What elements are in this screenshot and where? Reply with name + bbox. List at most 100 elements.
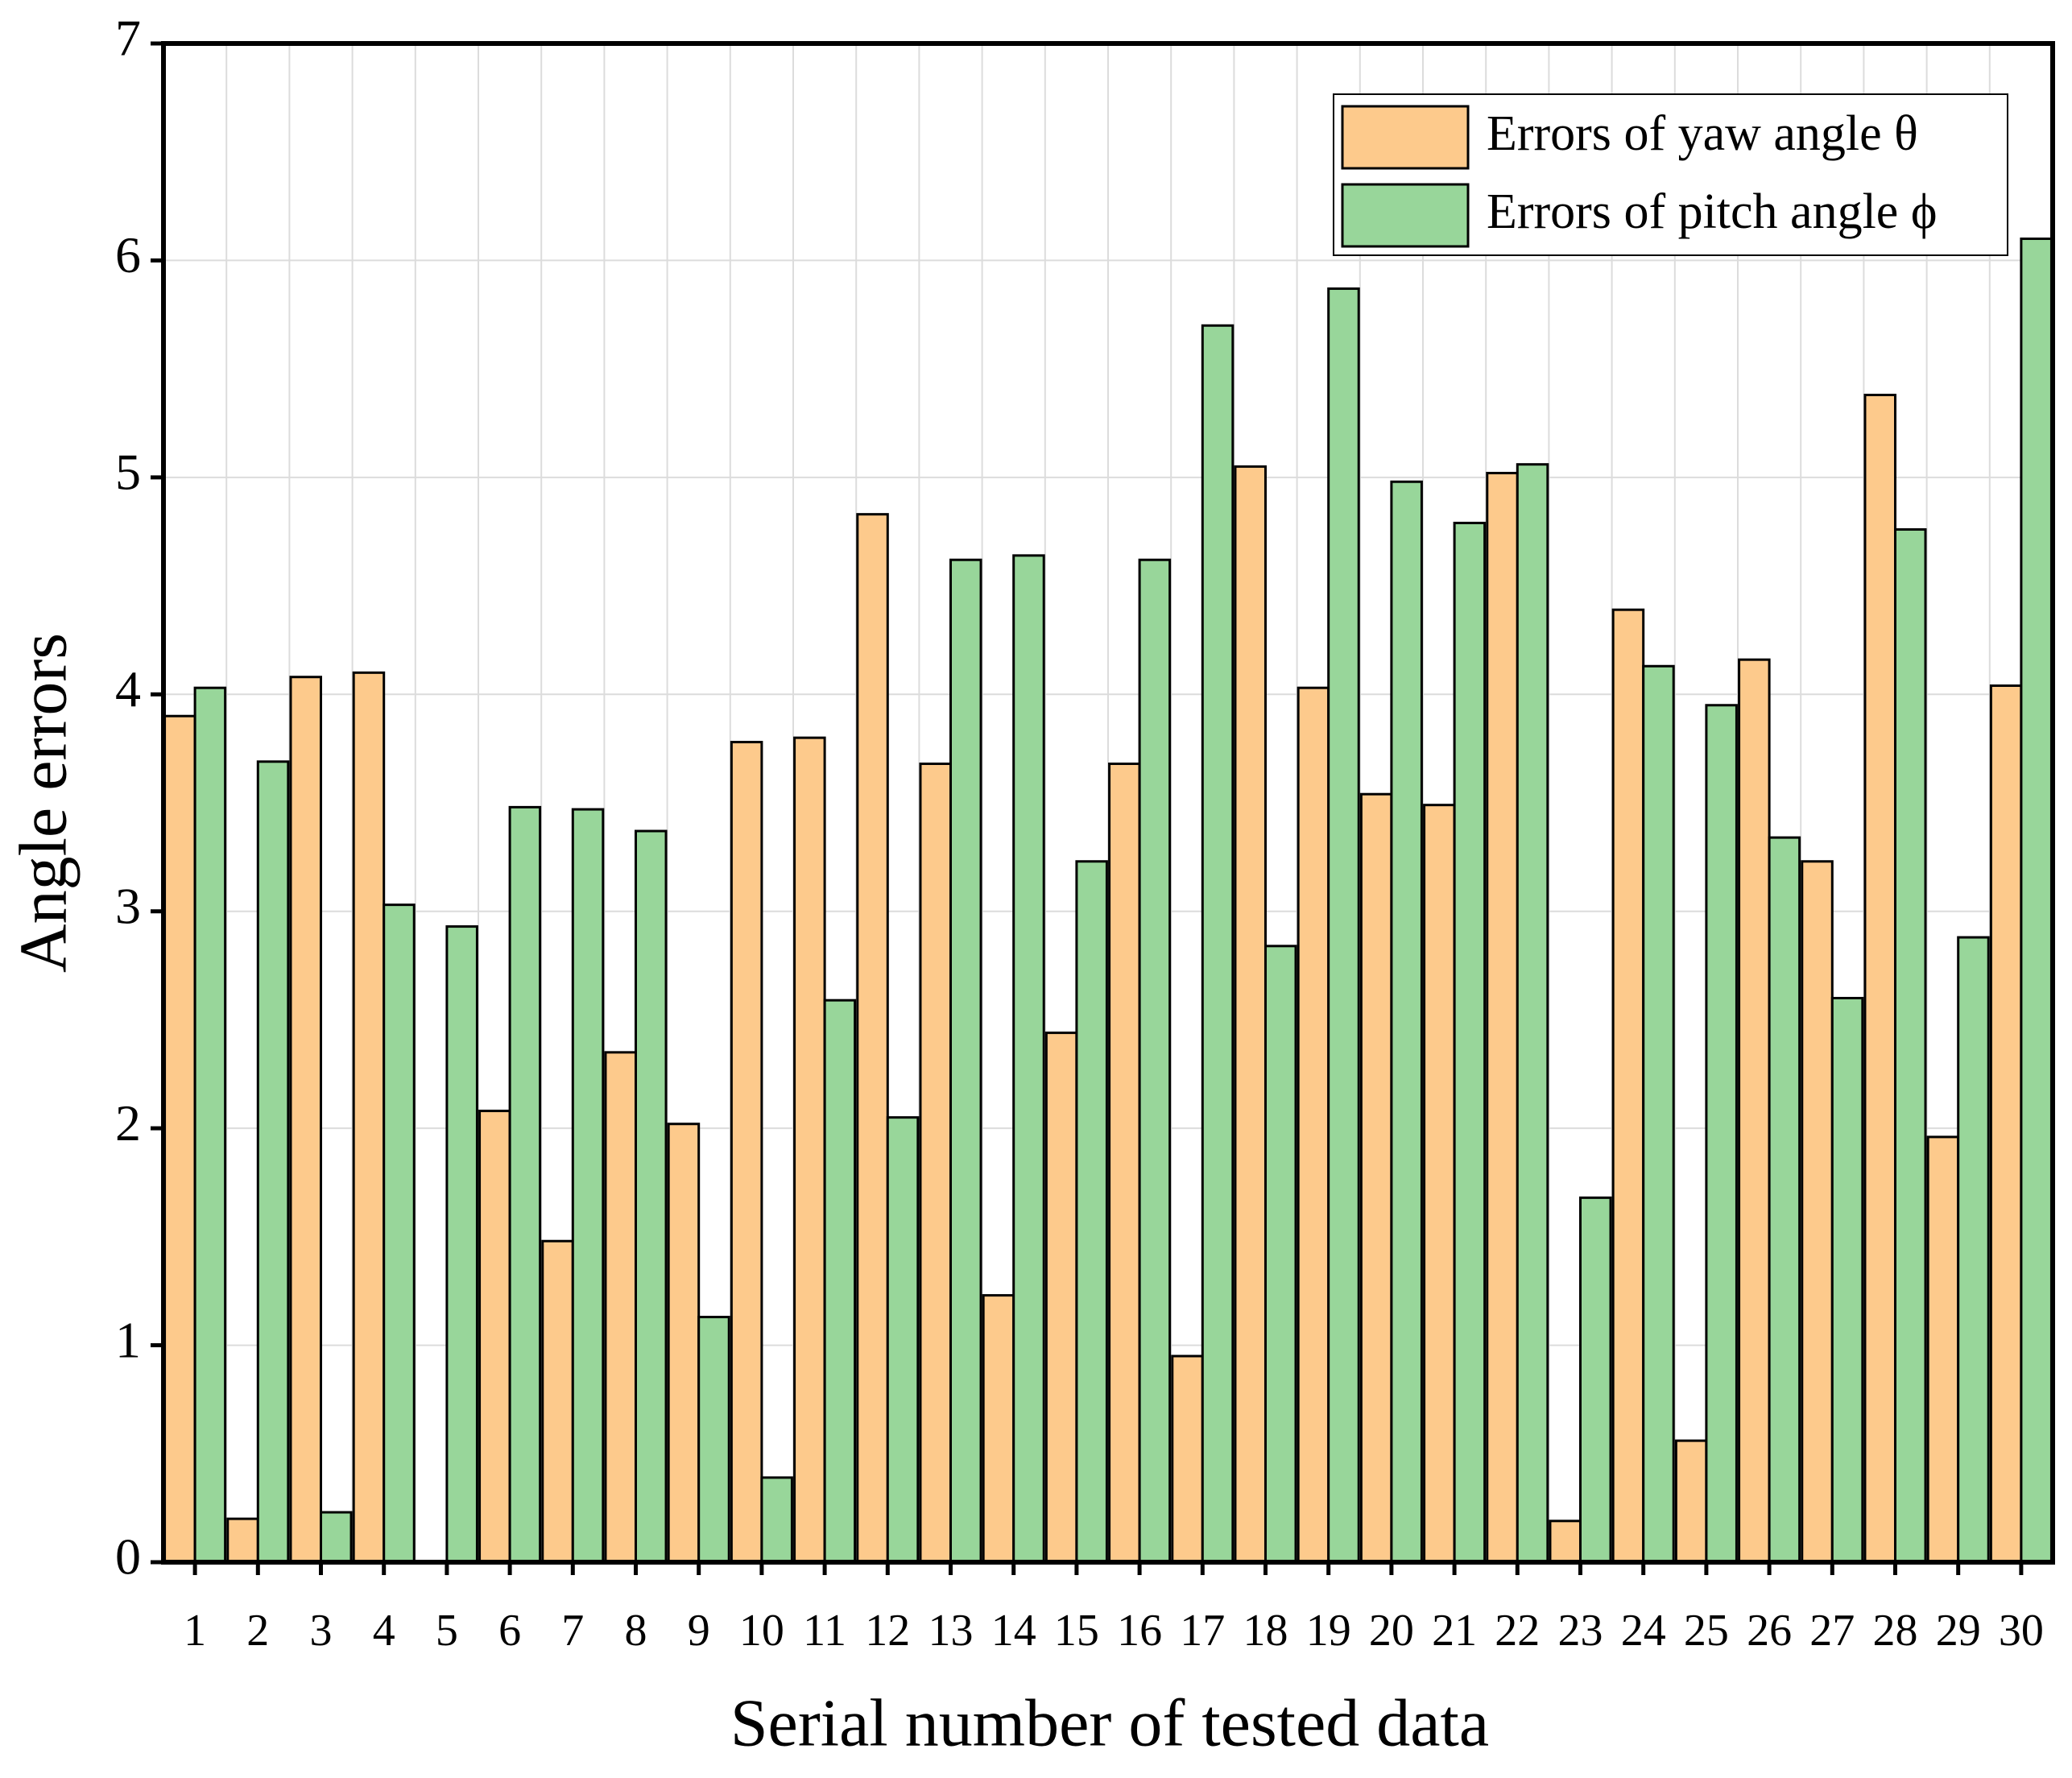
legend-label: Errors of pitch angle ϕ [1487, 184, 1937, 239]
bar [949, 558, 982, 1564]
x-axis-label: Serial number of tested data [730, 1685, 1489, 1760]
x-tick-label: 19 [1306, 1606, 1351, 1656]
bar [1423, 804, 1456, 1564]
bar [1453, 521, 1487, 1564]
x-tick-label: 1 [184, 1606, 206, 1656]
x-tick-label: 21 [1432, 1606, 1477, 1656]
bar [1957, 936, 1990, 1564]
bar [1989, 684, 2023, 1564]
x-tick-label: 11 [803, 1606, 846, 1656]
bar [635, 829, 668, 1564]
bar [1926, 1135, 1960, 1564]
x-tick-label: 23 [1558, 1606, 1603, 1656]
y-tick-label: 5 [115, 444, 141, 501]
bar [1297, 686, 1330, 1564]
bar [823, 999, 857, 1564]
bar [1044, 1032, 1078, 1564]
x-tick-label: 9 [688, 1606, 710, 1656]
x-tick-label: 10 [739, 1606, 784, 1656]
bar [163, 714, 196, 1564]
bar [541, 1239, 574, 1564]
x-tick-label: 29 [1936, 1606, 1981, 1656]
legend-swatch [1341, 105, 1470, 170]
x-tick-label: 6 [498, 1606, 521, 1656]
bar [226, 1517, 259, 1564]
bar [289, 676, 322, 1564]
bar [604, 1051, 637, 1564]
bar [1830, 996, 1864, 1564]
bar [697, 1316, 730, 1564]
bar [1642, 664, 1675, 1564]
y-axis-label: Angle errors [6, 633, 81, 973]
x-tick-label: 15 [1054, 1606, 1099, 1656]
x-tick-label: 24 [1621, 1606, 1666, 1656]
x-tick-label: 5 [436, 1606, 458, 1656]
x-tick-label: 7 [561, 1606, 584, 1656]
x-tick-label: 30 [1999, 1606, 2044, 1656]
legend: Errors of yaw angle θ Errors of pitch ang… [1333, 93, 2008, 256]
bar [1234, 465, 1267, 1564]
bar [445, 925, 478, 1564]
bar [352, 671, 386, 1564]
x-tick-label: 28 [1873, 1606, 1918, 1656]
y-tick-label: 0 [115, 1528, 141, 1586]
bar [1075, 860, 1108, 1564]
x-tick-label: 17 [1180, 1606, 1225, 1656]
bar [1801, 860, 1834, 1564]
bar [919, 763, 952, 1564]
x-tick-label: 14 [991, 1606, 1036, 1656]
bar [508, 805, 542, 1564]
bar [571, 808, 605, 1564]
x-tick-label: 20 [1369, 1606, 1414, 1656]
y-tick-label: 3 [115, 877, 141, 934]
bar [1738, 658, 1771, 1564]
x-tick-label: 27 [1809, 1606, 1855, 1656]
bar [1390, 480, 1423, 1564]
bar [1327, 287, 1360, 1564]
y-tick-label: 4 [115, 660, 141, 717]
x-tick-label: 4 [373, 1606, 395, 1656]
x-tick-label: 3 [310, 1606, 333, 1656]
bar [982, 1294, 1015, 1564]
bar [1516, 463, 1549, 1564]
legend-swatch [1341, 183, 1470, 248]
x-tick-label: 13 [928, 1606, 974, 1656]
bar [1894, 528, 1927, 1564]
x-tick-label: 2 [246, 1606, 269, 1656]
plot-frame [161, 41, 2055, 1565]
y-tick-label: 1 [115, 1311, 141, 1368]
bar [1171, 1354, 1204, 1564]
x-tick-label: 8 [625, 1606, 647, 1656]
y-tick-label: 6 [115, 226, 141, 283]
bar [383, 903, 416, 1564]
bar [1486, 471, 1519, 1564]
legend-label: Errors of yaw angle θ [1487, 106, 1918, 161]
bar [1012, 554, 1045, 1564]
x-tick-label: 16 [1117, 1606, 1162, 1656]
bar [856, 513, 889, 1564]
bar [1579, 1196, 1612, 1564]
bar [793, 736, 826, 1564]
bar [2020, 237, 2053, 1564]
bar [1201, 324, 1235, 1564]
bar [193, 686, 227, 1564]
bar [1138, 558, 1172, 1564]
x-tick-label: 12 [865, 1606, 910, 1656]
bar [667, 1123, 701, 1564]
bar [1264, 945, 1297, 1564]
y-tick-label: 2 [115, 1094, 141, 1152]
bar [1549, 1520, 1582, 1564]
bar [320, 1511, 353, 1564]
x-tick-label: 25 [1684, 1606, 1729, 1656]
x-tick-label: 22 [1495, 1606, 1540, 1656]
bar [1674, 1439, 1708, 1564]
x-tick-label: 26 [1747, 1606, 1792, 1656]
bar [1768, 836, 1801, 1564]
bar [478, 1110, 511, 1564]
y-tick-label: 7 [115, 10, 141, 67]
bar [1705, 704, 1738, 1564]
x-tick-label: 18 [1243, 1606, 1288, 1656]
bar [886, 1116, 920, 1564]
